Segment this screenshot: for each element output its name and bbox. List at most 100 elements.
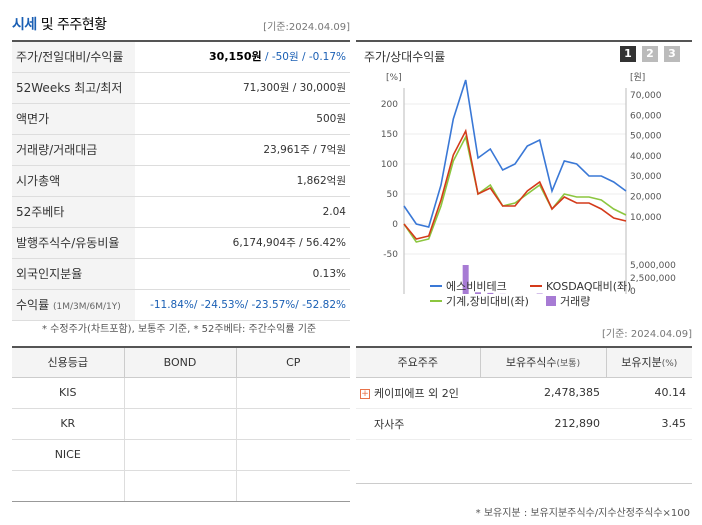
volume-tick-label: 0 [630, 287, 636, 294]
credit-rating-table: 신용등급 BOND CP KIS KR NICE [12, 346, 350, 502]
row-label: 시가총액 [12, 166, 135, 196]
chart-tab-2[interactable]: 2 [642, 46, 658, 62]
agency-cell: KIS [12, 377, 124, 409]
pct-cell: 3.45 [606, 408, 692, 440]
row-label: 발행주식수/유동비율 [12, 228, 135, 258]
price-row: 주가/전일대비/수익률 30,150원 / -50원 / -0.17% [12, 42, 350, 73]
legend-item-kosdaq: KOSDAQ대비(좌) [530, 278, 631, 294]
right-tick-label: 10,000 [630, 213, 662, 223]
left-axis-unit: [%] [386, 73, 402, 83]
left-tick-label: 0 [392, 220, 398, 230]
chart-tab-3[interactable]: 3 [664, 46, 680, 62]
shares-cell: 212,890 [480, 408, 606, 440]
agency-cell: NICE [12, 439, 124, 471]
base-date-2: [기준: 2024.04.09] [601, 329, 692, 340]
price-row: 수익률 (1M/3M/6M/1Y) -11.84%/ -24.53%/ -23.… [12, 290, 350, 321]
col-header: 주요주주 [356, 347, 480, 378]
row-label: 52Weeks 최고/최저 [12, 73, 135, 103]
section-header: 시세 및 주주현황 [기준:2024.04.09] [12, 10, 350, 36]
chart-tabs: 1 2 3 [620, 46, 680, 62]
row-value: -11.84%/ -24.53%/ -23.57%/ -52.82% [150, 299, 346, 311]
row-value: 6,174,904주 / 56.42% [232, 237, 346, 249]
row-label: 외국인지분율 [12, 259, 135, 289]
bond-cell [123, 439, 236, 471]
row-value: 71,300원 / 30,000원 [242, 82, 346, 94]
agency-cell [12, 470, 124, 502]
col-header: 신용등급 [12, 347, 124, 378]
series-line-machine [403, 134, 627, 243]
left-tick-label: 200 [381, 100, 398, 110]
col-header: 보유지분(%) [605, 347, 692, 378]
base-date: [기준:2024.04.09] [263, 22, 350, 33]
right-axis-unit: [원] [630, 72, 645, 83]
series-line-stock [403, 79, 627, 228]
volume-bar [475, 292, 481, 294]
price-row: 거래량/거래대금 23,961주 / 7억원 [12, 135, 350, 166]
volume-tick-label: 5,000,000 [630, 261, 676, 271]
left-tick-label: 150 [381, 130, 398, 140]
volume-bar [462, 265, 469, 294]
holder-name-cell: + 케이피에프 외 2인 [356, 377, 480, 409]
cp-cell [235, 377, 350, 409]
price-row: 액면가 500원 [12, 104, 350, 135]
row-value: 2.04 [322, 206, 346, 218]
row-label: 52주베타 [12, 197, 135, 227]
cp-cell [235, 439, 350, 471]
price-row: 외국인지분율 0.13% [12, 259, 350, 290]
chart-title: 주가/상대수익률 [364, 50, 446, 64]
row-value: 30,150원 / -50원 / -0.17% [209, 50, 346, 63]
volume-bar [487, 292, 494, 294]
pct-cell: 40.14 [606, 377, 692, 409]
volume-tick-label: 2,500,000 [630, 274, 676, 284]
table-row: KR [12, 408, 350, 440]
bond-cell [123, 470, 236, 502]
agency-cell: KR [12, 408, 124, 440]
chart-plot: [%] [원] 200 150 100 50 0 -50 70,000 60,000 50,000 4… [381, 72, 676, 294]
price-row: 52Weeks 최고/최저 71,300원 / 30,000원 [12, 73, 350, 104]
row-value: 1,862억원 [296, 175, 346, 187]
price-row: 시가총액 1,862억원 [12, 166, 350, 197]
expand-icon[interactable]: + [360, 388, 370, 399]
right-tick-label: 30,000 [630, 172, 662, 182]
chart-tab-1[interactable]: 1 [620, 46, 636, 62]
bond-cell [123, 408, 236, 440]
row-value: 23,961주 / 7억원 [263, 144, 346, 156]
col-header: BOND [123, 347, 236, 378]
price-row: 발행주식수/유동비율 6,174,904주 / 56.42% [12, 228, 350, 259]
cp-cell [235, 408, 350, 440]
holder-footnote: * 보유지분 : 보유지분주식수/지수산정주식수×100 [475, 508, 690, 519]
col-header: CP [235, 347, 350, 378]
left-tick-label: 50 [387, 190, 399, 200]
footnote: * 수정주가(차트포함), 보통주 기준, * 52주베타: 주간수익률 기준 [42, 324, 317, 335]
col-header: 보유주식수(보통) [479, 347, 606, 378]
legend-item-machine: 기계,장비대비(좌) [430, 293, 529, 309]
row-label: 액면가 [12, 104, 135, 134]
left-tick-label: 100 [381, 160, 398, 170]
row-label: 수익률 (1M/3M/6M/1Y) [12, 290, 135, 320]
right-tick-label: 40,000 [630, 152, 662, 162]
shares-cell: 2,478,385 [480, 377, 606, 409]
table-row: + 케이피에프 외 2인 2,478,385 40.14 [356, 377, 692, 409]
table-row [356, 439, 692, 484]
shareholder-table: 주요주주 보유주식수(보통) 보유지분(%) + 케이피에프 외 2인 2,478… [356, 346, 692, 484]
row-value: 500원 [316, 113, 346, 125]
row-value: 0.13% [312, 268, 346, 280]
table-row: KIS [12, 377, 350, 409]
section-title: 시세 및 주주현황 [12, 17, 107, 33]
table-row: NICE [12, 439, 350, 471]
chart-panel: 주가/상대수익률 1 2 3 [%] [원] 200 150 100 50 0 -50 70,0… [356, 40, 692, 312]
row-label: 거래량/거래대금 [12, 135, 135, 165]
series-line-kosdaq [403, 128, 627, 240]
right-tick-label: 70,000 [630, 91, 662, 101]
right-tick-label: 60,000 [630, 111, 662, 121]
price-summary-table: 주가/전일대비/수익률 30,150원 / -50원 / -0.17% 52We… [12, 40, 350, 321]
table-row [12, 470, 350, 502]
table-row: 자사주 212,890 3.45 [356, 408, 692, 440]
legend-item-volume: 거래량 [546, 293, 590, 309]
legend-item-stock: 에스비비테크 [430, 278, 507, 294]
right-tick-label: 20,000 [630, 193, 662, 203]
holder-name-cell: 자사주 [356, 408, 480, 440]
right-tick-label: 50,000 [630, 132, 662, 142]
cp-cell [235, 470, 350, 502]
row-label: 주가/전일대비/수익률 [12, 42, 135, 72]
